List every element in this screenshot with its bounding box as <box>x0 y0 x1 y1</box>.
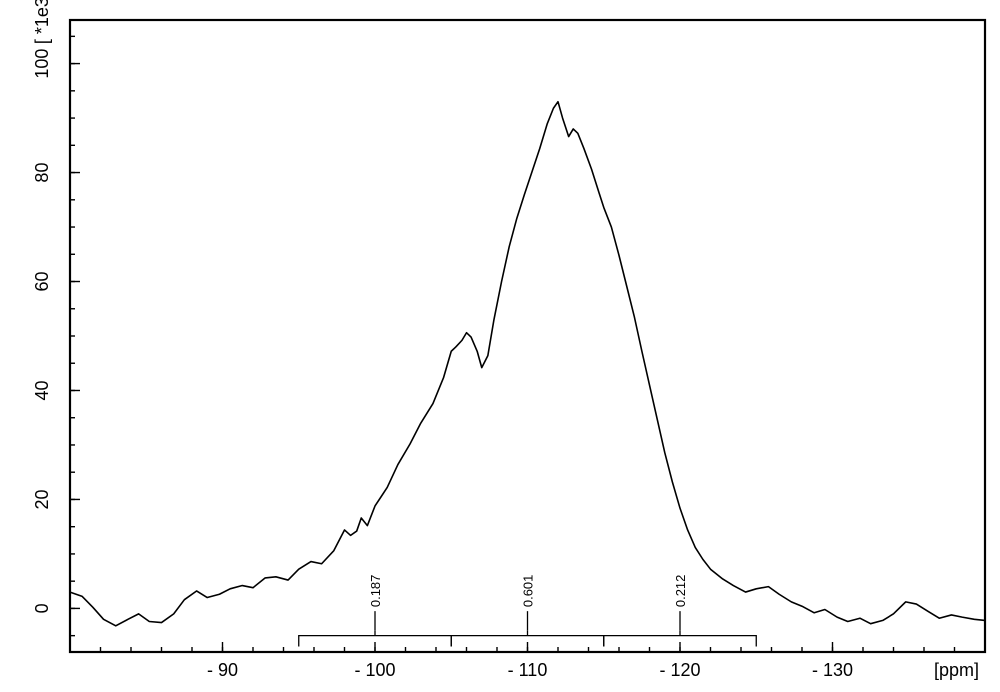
nmr-spectrum-chart: - 90 - 100 - 110 - 120 - 130 [ppm] 0 20 40 60 80 10… <box>0 0 1000 692</box>
svg-text:40: 40 <box>32 380 52 400</box>
svg-text:0: 0 <box>32 603 52 613</box>
svg-text:- 100: - 100 <box>354 660 395 680</box>
svg-text:- 120: - 120 <box>659 660 700 680</box>
chart-svg: - 90 - 100 - 110 - 120 - 130 [ppm] 0 20 40 60 80 10… <box>0 0 1000 692</box>
svg-text:60: 60 <box>32 272 52 292</box>
svg-text:20: 20 <box>32 489 52 509</box>
svg-text:0.601: 0.601 <box>521 575 536 608</box>
svg-text:[ *1e3 ]: [ *1e3 ] <box>32 0 52 44</box>
svg-text:- 130: - 130 <box>812 660 853 680</box>
svg-text:[ppm]: [ppm] <box>934 660 979 680</box>
svg-text:- 90: - 90 <box>207 660 238 680</box>
svg-text:80: 80 <box>32 163 52 183</box>
svg-text:100: 100 <box>32 49 52 79</box>
svg-text:0.212: 0.212 <box>673 575 688 608</box>
svg-text:0.187: 0.187 <box>368 575 383 608</box>
svg-text:- 110: - 110 <box>508 660 548 680</box>
